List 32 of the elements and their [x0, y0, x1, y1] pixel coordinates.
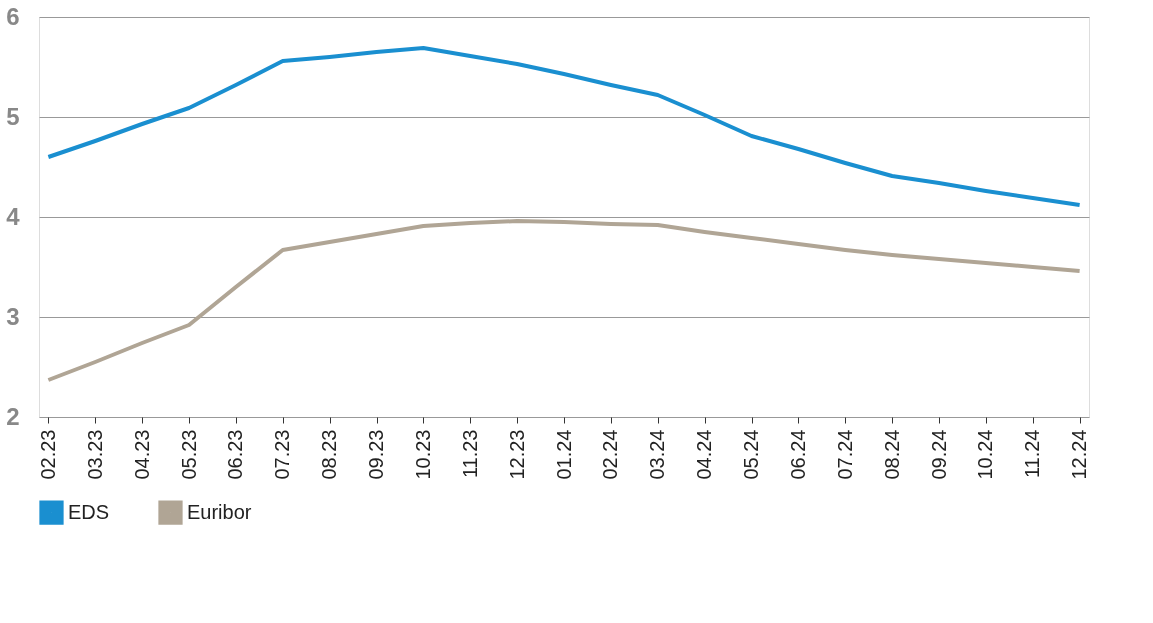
x-tick-label: 03.23 — [83, 429, 106, 480]
x-tick-label: 05.24 — [740, 429, 762, 480]
legend-label: Euribor — [187, 500, 252, 523]
y-tick-label: 3 — [6, 302, 20, 330]
x-tick-label: 04.24 — [693, 429, 716, 480]
line-series — [46, 219, 1082, 382]
x-tick-label: 04.23 — [130, 429, 153, 480]
x-tick-label: 09.23 — [365, 429, 387, 480]
x-tick-label: 08.24 — [880, 429, 903, 480]
x-tick-label: 11.24 — [1021, 429, 1044, 479]
x-tick-label: 08.23 — [318, 429, 341, 480]
y-tick-label: 4 — [6, 202, 21, 230]
x-tick-label: 06.24 — [786, 429, 809, 480]
line-series — [46, 46, 1082, 207]
x-tick-label: 01.24 — [552, 429, 575, 480]
x-tick-label: 12.23 — [505, 429, 528, 480]
x-tick-label: 10.24 — [974, 429, 997, 480]
x-tick-label: 07.23 — [271, 429, 294, 480]
x-tick-label: 07.24 — [833, 429, 856, 480]
x-tick-label: 06.23 — [224, 429, 247, 480]
x-tick-label: 12.24 — [1068, 429, 1091, 480]
x-tick-label: 11.23 — [458, 429, 481, 479]
legend-label: EDS — [68, 500, 110, 523]
x-tick-label: 03.24 — [646, 429, 669, 480]
x-tick-label: 09.24 — [927, 429, 950, 480]
x-tick-label: 10.23 — [411, 429, 434, 480]
x-tick-label: 02.23 — [36, 429, 59, 480]
x-tick-label: 02.24 — [599, 429, 622, 480]
x-tick-label: 05.23 — [177, 429, 200, 480]
y-tick-label: 5 — [6, 102, 20, 130]
y-tick-label: 6 — [6, 2, 20, 30]
y-tick-label: 2 — [6, 402, 20, 430]
